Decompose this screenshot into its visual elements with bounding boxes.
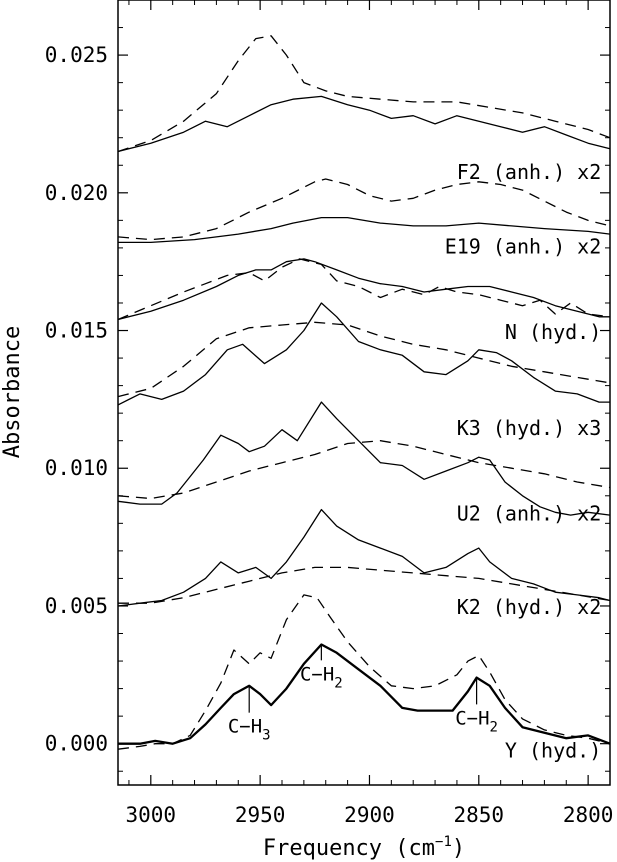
x-axis-ticks: 3000 2950 2900 2850 2800 <box>126 0 614 827</box>
curve-label: N (hyd.) <box>505 320 601 344</box>
x-axis-label-superscript: −1 <box>435 834 452 850</box>
curve-label: U2 (anh.) x2 <box>457 502 602 526</box>
series-line-8-dashed <box>117 321 611 398</box>
y-tick-label: 0.005 <box>45 594 108 618</box>
series-line-7-solid <box>117 302 610 406</box>
series-line-10-dashed <box>117 440 611 500</box>
x-tick-label: 2950 <box>235 803 286 827</box>
peak-annotation-sub: 3 <box>262 728 270 744</box>
curve-label: K3 (hyd.) x3 <box>457 416 602 440</box>
y-tick-label: 0.025 <box>45 43 108 67</box>
peak-annotation-main: C−H <box>300 663 334 685</box>
curve-label: E19 (anh.) x2 <box>445 234 602 258</box>
y-tick-label: 0.010 <box>45 456 108 480</box>
series-line-4-dashed <box>117 178 611 241</box>
series-line-14-dashed <box>117 594 611 750</box>
peak-annotation-sub: 2 <box>490 719 498 735</box>
peak-annotations: C−H3C−H2C−H2 <box>228 644 498 744</box>
peak-annotation: C−H3 <box>228 716 271 744</box>
series-line-5-solid <box>117 258 610 321</box>
x-axis-label-close: ) <box>452 836 465 861</box>
curve-label: Y (hyd.) <box>505 738 601 762</box>
series-line-6-dashed <box>117 258 611 321</box>
y-tick-label: 0.000 <box>45 732 108 756</box>
y-axis-label: Absorbance <box>0 326 25 458</box>
series-line-9-solid <box>117 401 611 516</box>
peak-annotation: C−H2 <box>455 707 498 735</box>
y-axis-ticks: 0.000 0.005 0.010 0.015 0.020 0.025 <box>45 0 610 772</box>
series-line-13-solid <box>118 643 611 745</box>
x-tick-label: 2850 <box>454 803 505 827</box>
x-tick-label: 3000 <box>126 803 177 827</box>
curve-labels: F2 (anh.) x2 E19 (anh.) x2 N (hyd.) K3 (hyd… <box>445 160 602 762</box>
peak-annotation: C−H2 <box>300 663 343 691</box>
peak-annotation-sub: 2 <box>334 675 342 691</box>
series-line-3-solid <box>118 216 611 244</box>
curve-label: K2 (hyd.) x2 <box>457 595 602 619</box>
series-line-1-solid <box>117 95 611 153</box>
series-line-2-dashed <box>117 35 611 153</box>
x-tick-label: 2900 <box>344 803 395 827</box>
curve-label: F2 (anh.) x2 <box>457 160 602 184</box>
series-line-11-solid <box>117 508 611 607</box>
x-axis-label: Frequency (cm−1) <box>263 834 465 861</box>
x-tick-label: 2800 <box>563 803 614 827</box>
series-line-12-dashed <box>118 566 611 604</box>
y-tick-label: 0.020 <box>45 181 108 205</box>
peak-annotation-main: C−H <box>228 716 262 738</box>
y-tick-label: 0.015 <box>45 319 108 343</box>
plot-frame <box>117 0 611 786</box>
series-group <box>117 35 611 750</box>
peak-annotation-main: C−H <box>455 707 489 729</box>
